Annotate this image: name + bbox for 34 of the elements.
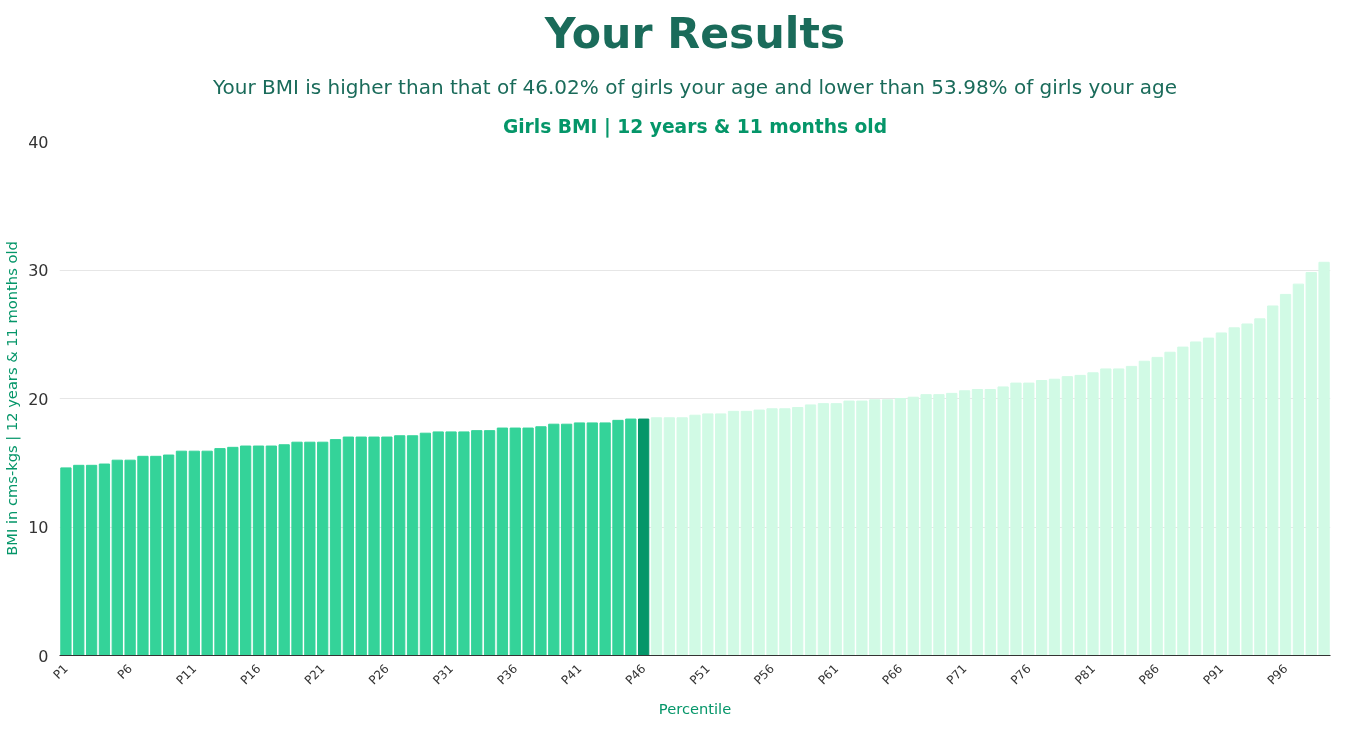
bar (1202, 337, 1215, 656)
y-tick-label: 10 (28, 518, 49, 537)
x-tick-label: P36 (494, 661, 521, 688)
x-tick-label: P91 (1200, 661, 1227, 688)
x-tick-label: P71 (943, 661, 970, 688)
bar (252, 445, 265, 656)
y-tick-label: 20 (28, 389, 49, 409)
bar (727, 410, 740, 656)
x-tick-label: P66 (879, 661, 906, 688)
y-tick-label: 30 (28, 261, 49, 280)
x-tick-label: P11 (173, 661, 200, 688)
x-tick-label: P6 (114, 661, 136, 682)
bar (329, 439, 342, 656)
x-tick-label: P31 (430, 661, 457, 688)
bar (1048, 378, 1061, 656)
y-tick-label: 40 (28, 132, 49, 152)
chart-subtitle: Your BMI is higher than that of 46.02% of girls your age and lower than 53.98% of girls your age (212, 74, 1177, 99)
bar (175, 450, 188, 656)
x-tick-label: P1 (50, 661, 71, 682)
x-axis-title: Percentile (658, 700, 732, 718)
bar (1125, 365, 1138, 656)
bar (650, 417, 663, 656)
x-tick-label: P21 (301, 661, 328, 688)
x-tick-label: P81 (1072, 661, 1098, 688)
bar (804, 404, 817, 656)
chart-title: Your Results (543, 7, 846, 58)
x-tick-label: P51 (686, 661, 713, 688)
x-tick-label: P61 (815, 661, 842, 688)
y-tick-label: 0 (38, 646, 49, 666)
text: Girls BMI | 12 years & 11 months old (502, 115, 888, 138)
bar (638, 418, 650, 656)
x-tick-label: P41 (558, 661, 585, 688)
y-axis-title: BMI in cms-kgs | 12 years & 11 months old (3, 241, 22, 556)
bar (573, 422, 586, 656)
